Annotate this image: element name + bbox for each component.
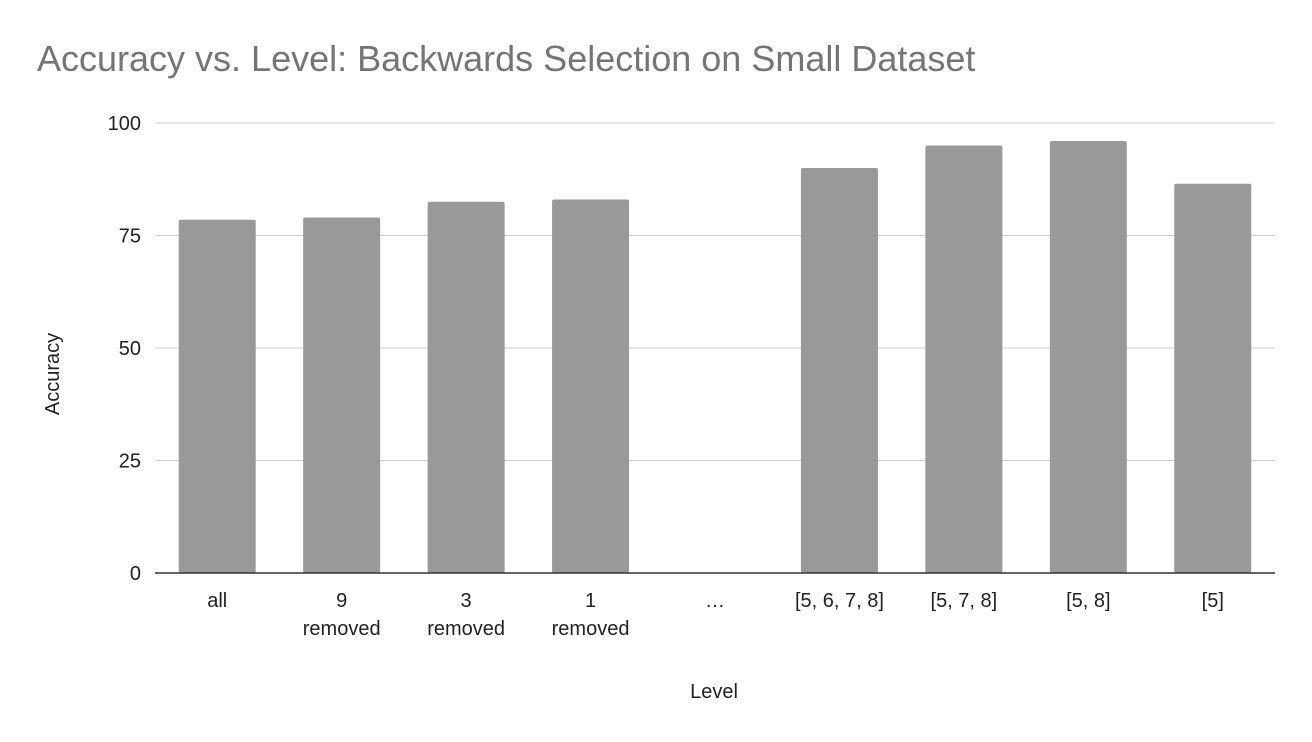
x-tick-label: 1 removed	[552, 590, 630, 640]
x-tick-label: [5, 6, 7, 8]	[795, 590, 884, 612]
x-tick-label: …	[705, 590, 725, 612]
bar	[925, 145, 1003, 573]
x-tick-label: [5]	[1202, 590, 1224, 612]
x-tick-label: 3 removed	[427, 590, 505, 640]
bar	[1049, 141, 1127, 573]
y-tick-label: 0	[130, 563, 141, 585]
x-tick-label: 9 removed	[303, 590, 381, 640]
x-tick-label: all	[207, 590, 227, 612]
y-tick-label: 75	[119, 226, 141, 248]
bar	[800, 168, 878, 573]
y-tick-label: 100	[108, 113, 141, 135]
x-tick-label: [5, 7, 8]	[931, 590, 998, 612]
y-tick-label: 50	[119, 338, 141, 360]
chart-title: Accuracy vs. Level: Backwards Selection …	[37, 38, 976, 79]
y-axis-title: Accuracy	[42, 333, 64, 415]
bar	[552, 199, 630, 573]
bar	[178, 219, 256, 573]
y-tick-label: 25	[119, 451, 141, 473]
bar	[1174, 183, 1252, 573]
bar	[427, 201, 505, 573]
x-axis-title: Level	[690, 681, 738, 703]
bar	[303, 217, 381, 573]
x-tick-label: [5, 8]	[1066, 590, 1110, 612]
